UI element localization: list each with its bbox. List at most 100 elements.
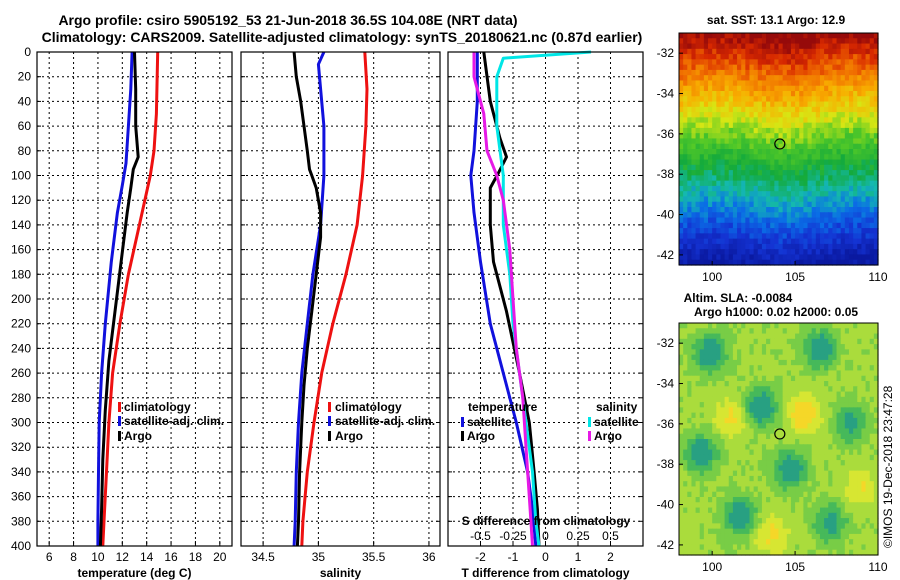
map-cell <box>853 238 858 245</box>
map-cell <box>745 412 751 419</box>
map-cell <box>699 164 705 171</box>
map-cell <box>724 370 730 377</box>
map-cell <box>770 254 775 261</box>
lon-tick-label: 100 <box>702 270 722 284</box>
map-cell <box>828 222 833 229</box>
map-cell <box>857 396 863 403</box>
map-cell <box>737 59 742 66</box>
map-cell <box>724 133 730 140</box>
map-cell <box>819 133 825 140</box>
map-cell <box>695 407 701 414</box>
map-cell <box>703 80 709 87</box>
map-cell <box>749 449 755 456</box>
map-cell <box>753 96 759 103</box>
map-cell <box>757 328 763 335</box>
map-cell <box>703 170 709 176</box>
map-cell <box>782 491 788 498</box>
map-cell <box>824 470 829 477</box>
map-cell <box>774 381 780 387</box>
map-cell <box>741 80 746 87</box>
map-cell <box>853 486 858 493</box>
map-cell <box>766 154 771 161</box>
map-cell <box>687 170 693 176</box>
map-cell <box>708 470 713 477</box>
map-cell <box>848 428 854 435</box>
map-cell <box>853 259 858 266</box>
map-cell <box>832 33 838 39</box>
map-cell <box>795 533 800 540</box>
map-cell <box>691 370 697 377</box>
map-cell <box>761 101 767 108</box>
map-cell <box>861 80 867 87</box>
map-cell <box>695 491 701 498</box>
map-cell <box>840 191 846 198</box>
map-cell <box>790 127 796 134</box>
map-cell <box>770 507 775 514</box>
map-cell <box>708 180 713 187</box>
map-cell <box>824 544 829 551</box>
map-cell <box>803 233 809 240</box>
map-cell <box>865 523 871 530</box>
map-cell <box>840 159 846 166</box>
map-cell <box>708 407 713 414</box>
map-cell <box>720 80 726 87</box>
map-cell <box>857 91 863 97</box>
map-cell <box>828 43 833 50</box>
map-cell <box>728 512 734 519</box>
map-cell <box>836 528 842 535</box>
map-cell <box>720 354 726 361</box>
map-cell <box>716 465 722 472</box>
legend-label-t-satellite: satellite <box>467 415 512 429</box>
map-cell <box>832 539 838 546</box>
map-cell <box>828 328 833 335</box>
map-cell <box>741 549 746 556</box>
map-cell <box>853 212 858 219</box>
map-cell <box>728 428 734 435</box>
map-cell <box>819 417 825 424</box>
map-cell <box>683 544 688 551</box>
map-cell <box>741 386 746 393</box>
map-cell <box>832 91 838 97</box>
map-cell <box>761 75 767 82</box>
map-cell <box>741 439 746 445</box>
map-cell <box>857 85 863 92</box>
map-cell <box>811 222 817 229</box>
map-cell <box>732 85 738 92</box>
map-cell <box>778 444 784 451</box>
map-cell <box>699 460 705 466</box>
map-cell <box>782 417 788 424</box>
map-cell <box>873 101 879 108</box>
map-cell <box>836 470 842 477</box>
map-cell <box>815 191 821 198</box>
map-cell <box>699 533 705 540</box>
map-cell <box>703 212 709 219</box>
map-cell <box>774 344 780 350</box>
map-cell <box>848 64 854 71</box>
map-cell <box>728 423 734 430</box>
map-cell <box>815 91 821 97</box>
map-cell <box>795 523 800 530</box>
map-cell <box>683 48 688 55</box>
map-cell <box>741 333 746 340</box>
map-cell <box>724 365 730 372</box>
map-cell <box>799 43 804 50</box>
map-cell <box>790 238 796 245</box>
map-cell <box>840 365 846 372</box>
map-cell <box>753 365 759 372</box>
map-cell <box>865 59 871 66</box>
map-cell <box>774 222 780 229</box>
map-cell <box>832 159 838 166</box>
map-cell <box>807 444 813 451</box>
map-cell <box>844 549 850 556</box>
map-cell <box>807 481 813 488</box>
map-cell <box>786 396 792 403</box>
map-cell <box>861 112 867 118</box>
map-cell <box>703 338 709 345</box>
map-cell <box>832 75 838 82</box>
map-cell <box>807 460 813 466</box>
map-cell <box>828 375 833 382</box>
map-cell <box>786 502 792 509</box>
map-cell <box>683 428 688 435</box>
map-cell <box>774 238 780 245</box>
map-cell <box>691 386 697 393</box>
